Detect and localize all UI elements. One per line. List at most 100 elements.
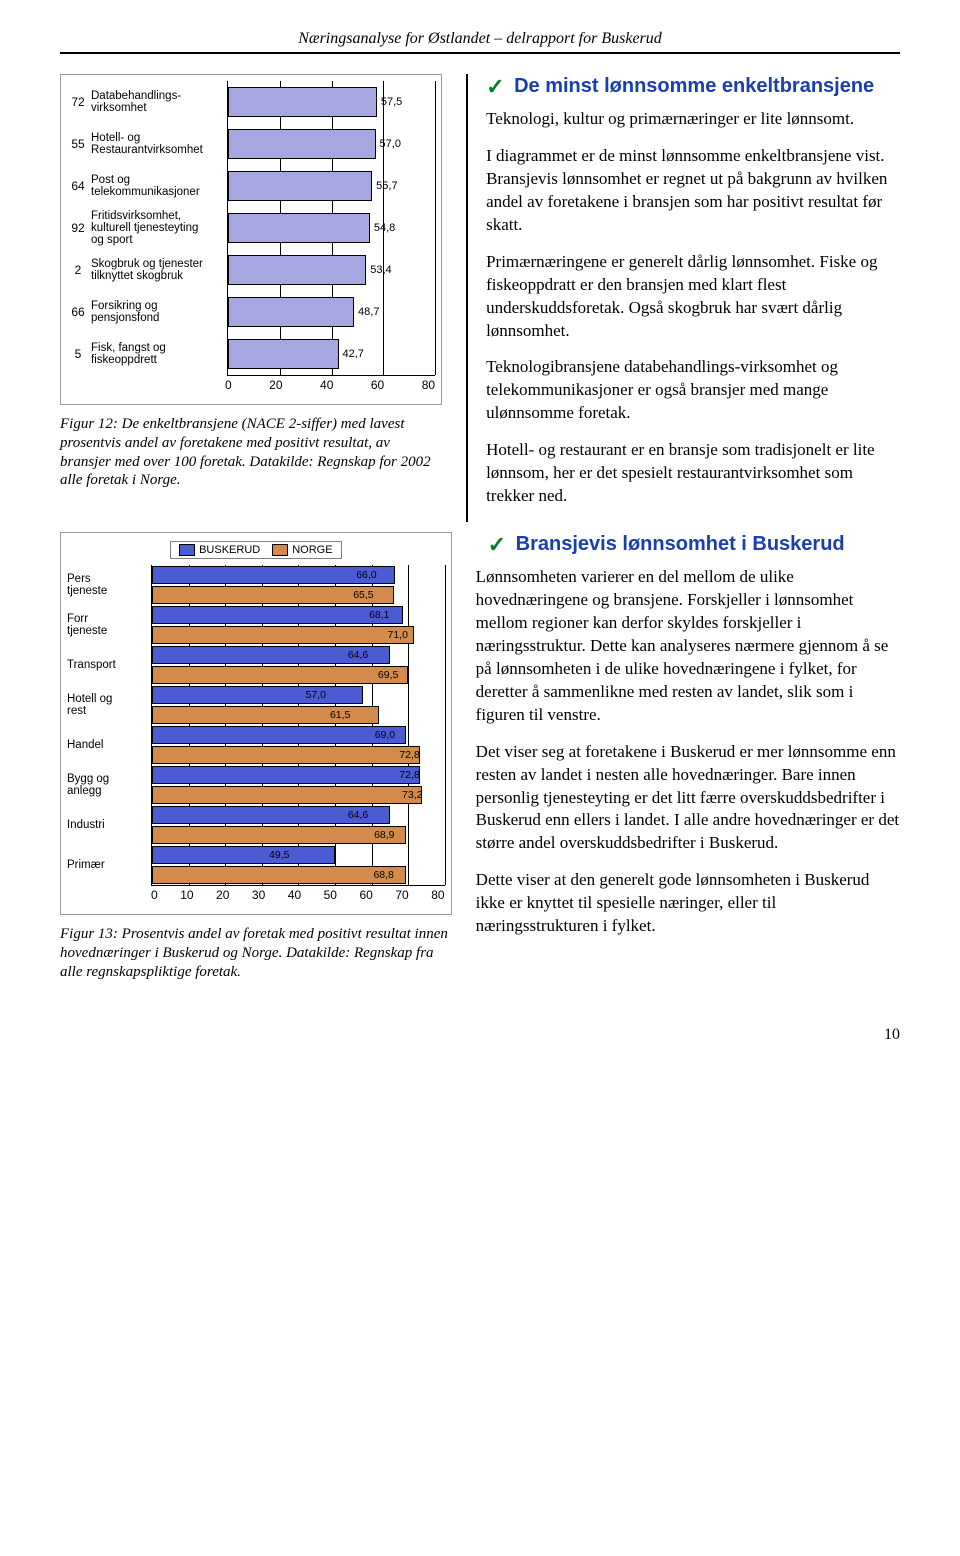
chart-13-xtick: 40 (288, 888, 301, 902)
chart-12-bar (228, 87, 377, 116)
chart-13-value-label: 71,0 (388, 629, 408, 641)
chart-12-ycode: 2 (67, 263, 89, 277)
chart-13-category-label: Hotell og rest (67, 685, 145, 725)
chart-13-xtick: 0 (151, 888, 158, 902)
chart-12-value-label: 54,8 (374, 222, 395, 234)
top-left-column: 725564922665Databehandlings- virksomhetH… (60, 74, 442, 522)
chart-13-value-label: 68,1 (369, 609, 389, 621)
chart-13-value-label: 73,2 (402, 789, 422, 801)
chart-13-value-label: 68,8 (373, 869, 393, 881)
chart-13-value-label: 69,0 (375, 729, 395, 741)
chart-12-value-label: 57,5 (381, 96, 402, 108)
chart-13-xaxis: 01020304050607080 (67, 886, 445, 902)
bottom-left-column: BUSKERUD NORGE Pers tjenesteForr tjenest… (60, 532, 452, 996)
chart-12-category-label: Hotell- og Restaurantvirksomhet (91, 123, 221, 165)
chart-13-group: 49,568,8 (152, 845, 445, 885)
chart-13-bar: 57,0 (152, 686, 363, 704)
chart-13-bar: 71,0 (152, 626, 414, 644)
chart-13-group: 72,8 73,2 (152, 765, 445, 805)
chart-13-value-label: 68,9 (374, 829, 394, 841)
chart-13-xtick: 20 (216, 888, 229, 902)
chart-13-xtick: 60 (359, 888, 372, 902)
para-3: Primærnæringene er generelt dårlig lønns… (486, 251, 900, 343)
chart-13-group: 68,1 71,0 (152, 605, 445, 645)
chart-13-value-label: 57,0 (306, 689, 326, 701)
bottom-right-column: Bransjevis lønnsomhet i Buskerud Lønnsom… (476, 532, 900, 996)
chart-13-value-label: 72,8 (399, 769, 419, 781)
chart-12-bar-lane: 42,7 (228, 333, 435, 375)
chart-13: Pers tjenesteForr tjenesteTransportHotel… (67, 565, 445, 886)
chart-13-value-label: 65,5 (353, 589, 373, 601)
chart-12-xtick: 0 (225, 378, 232, 392)
chart-12-value-label: 55,7 (376, 180, 397, 192)
chart-12: 725564922665Databehandlings- virksomhetH… (67, 81, 435, 376)
chart-12-value-label: 42,7 (343, 348, 364, 360)
chart-12-bar-lane: 54,8 (228, 207, 435, 249)
chart-12-category-label: Databehandlings- virksomhet (91, 81, 221, 123)
chart-12-ycode: 64 (67, 179, 89, 193)
chart-12-xaxis: 020406080 (67, 376, 435, 392)
legend-buskerud: BUSKERUD (179, 544, 260, 556)
chart-13-category-label: Pers tjeneste (67, 565, 145, 605)
chart-12-bar-lane: 57,5 (228, 81, 435, 123)
chart-12-bar-lane: 57,0 (228, 123, 435, 165)
chart-12-category-label: Fisk, fangst og fiskeoppdrett (91, 333, 221, 375)
chart-12-bar (228, 255, 366, 284)
chart-13-value-label: 72,8 (399, 749, 419, 761)
chart-13-bar: 65,5 (152, 586, 394, 604)
chart-13-xtick: 70 (395, 888, 408, 902)
chart-12-xtick: 80 (422, 378, 435, 392)
chart-13-bar: 69,5 (152, 666, 408, 684)
page-header: Næringsanalyse for Østlandet – delrappor… (60, 30, 900, 54)
chart-12-ycode: 72 (67, 95, 89, 109)
chart-12-category-label: Skogbruk og tjenester tilknyttet skogbru… (91, 249, 221, 291)
para-6: Lønnsomheten varierer en del mellom de u… (476, 566, 900, 727)
chart-13-value-label: 61,5 (330, 709, 350, 721)
chart-13-container: BUSKERUD NORGE Pers tjenesteForr tjenest… (60, 532, 452, 915)
chart-13-category-label: Industri (67, 805, 145, 845)
chart-13-bar: 73,2 (152, 786, 422, 804)
chart-13-bar: 72,8 (152, 766, 420, 784)
para-4: Teknologibransjene databehandlings-virks… (486, 356, 900, 425)
chart-12-bar (228, 129, 376, 158)
chart-13-bar: 72,8 (152, 746, 420, 764)
chart-13-bar: 61,5 (152, 706, 379, 724)
chart-12-container: 725564922665Databehandlings- virksomhetH… (60, 74, 442, 405)
chart-13-group: 64,6 69,5 (152, 645, 445, 685)
chart-13-bar: 68,8 (152, 866, 406, 884)
chart-13-bar: 64,6 (152, 646, 390, 664)
chart-12-bar (228, 339, 339, 368)
chart-13-xtick: 10 (180, 888, 193, 902)
top-row: 725564922665Databehandlings- virksomhetH… (60, 74, 900, 522)
chart-12-bar-lane: 53,4 (228, 249, 435, 291)
chart-13-value-label: 64,6 (348, 649, 368, 661)
chart-12-xtick: 40 (320, 378, 333, 392)
chart-12-ycode: 5 (67, 347, 89, 361)
top-right-column: De minst lønnsomme enkeltbransjene Tekno… (466, 74, 900, 522)
chart-12-bar (228, 171, 372, 200)
chart-13-category-label: Primær (67, 845, 145, 885)
chart-12-xtick: 20 (269, 378, 282, 392)
chart-12-bar (228, 297, 354, 326)
chart-12-category-label: Fritidsvirksomhet, kulturell tjenesteyti… (91, 207, 221, 249)
chart-13-category-label: Forr tjeneste (67, 605, 145, 645)
chart-13-xtick: 30 (252, 888, 265, 902)
para-5: Hotell- og restaurant er en bransje som … (486, 439, 900, 508)
chart-12-bar (228, 213, 370, 242)
chart-13-group: 66,0 65,5 (152, 565, 445, 605)
chart-13-category-label: Handel (67, 725, 145, 765)
chart-13-bar: 68,9 (152, 826, 406, 844)
para-7: Det viser seg at foretakene i Buskerud e… (476, 741, 900, 856)
figure-12-caption: Figur 12: De enkeltbransjene (NACE 2-sif… (60, 415, 442, 490)
chart-13-bar: 66,0 (152, 566, 395, 584)
chart-12-ycode: 55 (67, 137, 89, 151)
para-1: Teknologi, kultur og primærnæringer er l… (486, 108, 900, 131)
chart-12-value-label: 57,0 (380, 138, 401, 150)
chart-12-category-label: Forsikring og pensjonsfond (91, 291, 221, 333)
chart-13-value-label: 69,5 (378, 669, 398, 681)
chart-13-group: 69,0 72,8 (152, 725, 445, 765)
chart-13-value-label: 66,0 (356, 569, 376, 581)
page-number: 10 (60, 1026, 900, 1044)
chart-13-xtick: 50 (324, 888, 337, 902)
chart-12-value-label: 53,4 (370, 264, 391, 276)
